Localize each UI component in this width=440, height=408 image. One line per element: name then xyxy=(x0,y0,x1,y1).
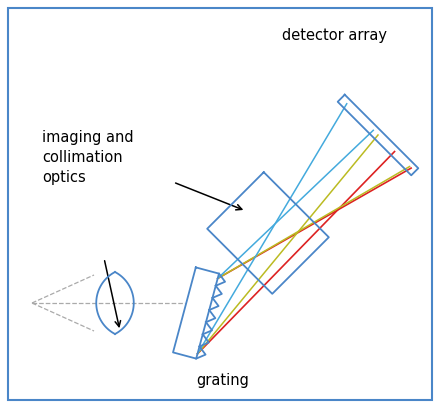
Text: imaging and
collimation
optics: imaging and collimation optics xyxy=(42,130,134,184)
Text: grating: grating xyxy=(196,373,249,388)
Text: detector array: detector array xyxy=(282,28,387,43)
